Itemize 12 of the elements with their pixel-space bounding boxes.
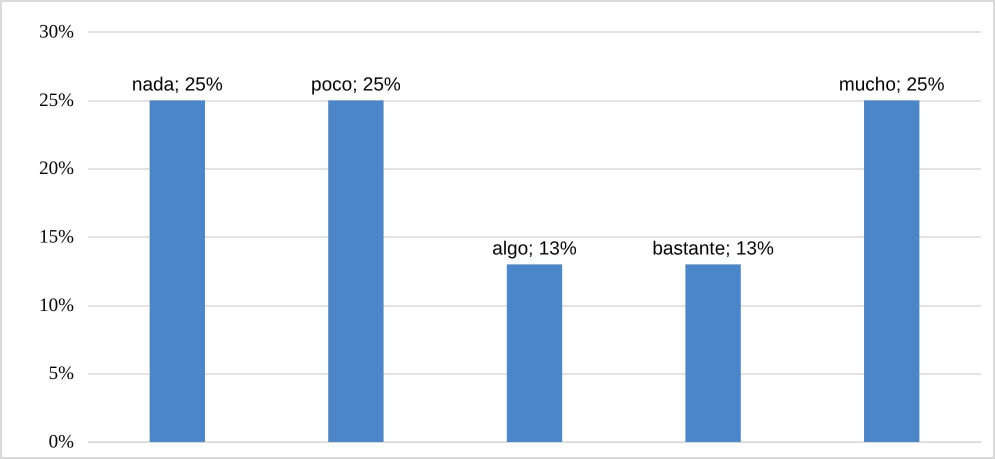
y-tick-label: 0% [48, 432, 74, 452]
y-tick-label: 10% [39, 294, 74, 316]
y-tick-label: 5% [48, 363, 74, 384]
data-label: bastante; 13% [652, 238, 774, 260]
y-tick-label: 30% [39, 22, 74, 42]
data-label: poco; 25% [311, 74, 401, 96]
y-tick-label: 25% [39, 90, 74, 111]
y-tick-label: 20% [39, 158, 74, 180]
data-label: mucho; 25% [838, 74, 945, 96]
y-tick-label: 15% [39, 226, 74, 248]
data-label: algo; 13% [492, 238, 577, 260]
data-label: nada; 25% [132, 74, 223, 96]
